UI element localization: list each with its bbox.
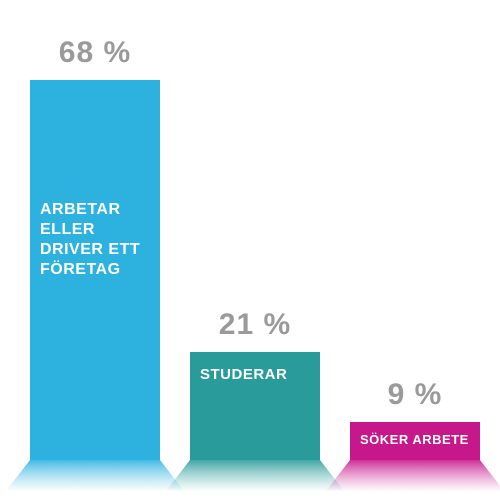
pct-label: 68 % [30,36,160,70]
bar-group-studerar: 21 % STUDERAR [190,352,320,460]
pct-label: 21 % [190,308,320,342]
bar-label: SÖKER ARBETE [360,432,470,448]
bar-reflection [6,460,185,492]
bar-label: ARBETAR ELLER DRIVER ETT FÖRETAG [40,200,150,280]
bar: SÖKER ARBETE [350,422,480,460]
bar-label: STUDERAR [200,366,310,385]
bar-reflection [326,460,500,492]
employment-bar-chart: 68 % ARBETAR ELLER DRIVER ETT FÖRETAG 21… [0,0,500,500]
bar: STUDERAR [190,352,320,460]
pct-label: 9 % [350,378,480,412]
bar-reflection [166,460,345,492]
bar-group-soker-arbete: 9 % SÖKER ARBETE [350,422,480,460]
bar: ARBETAR ELLER DRIVER ETT FÖRETAG [30,80,160,460]
bar-group-arbetar: 68 % ARBETAR ELLER DRIVER ETT FÖRETAG [30,80,160,460]
